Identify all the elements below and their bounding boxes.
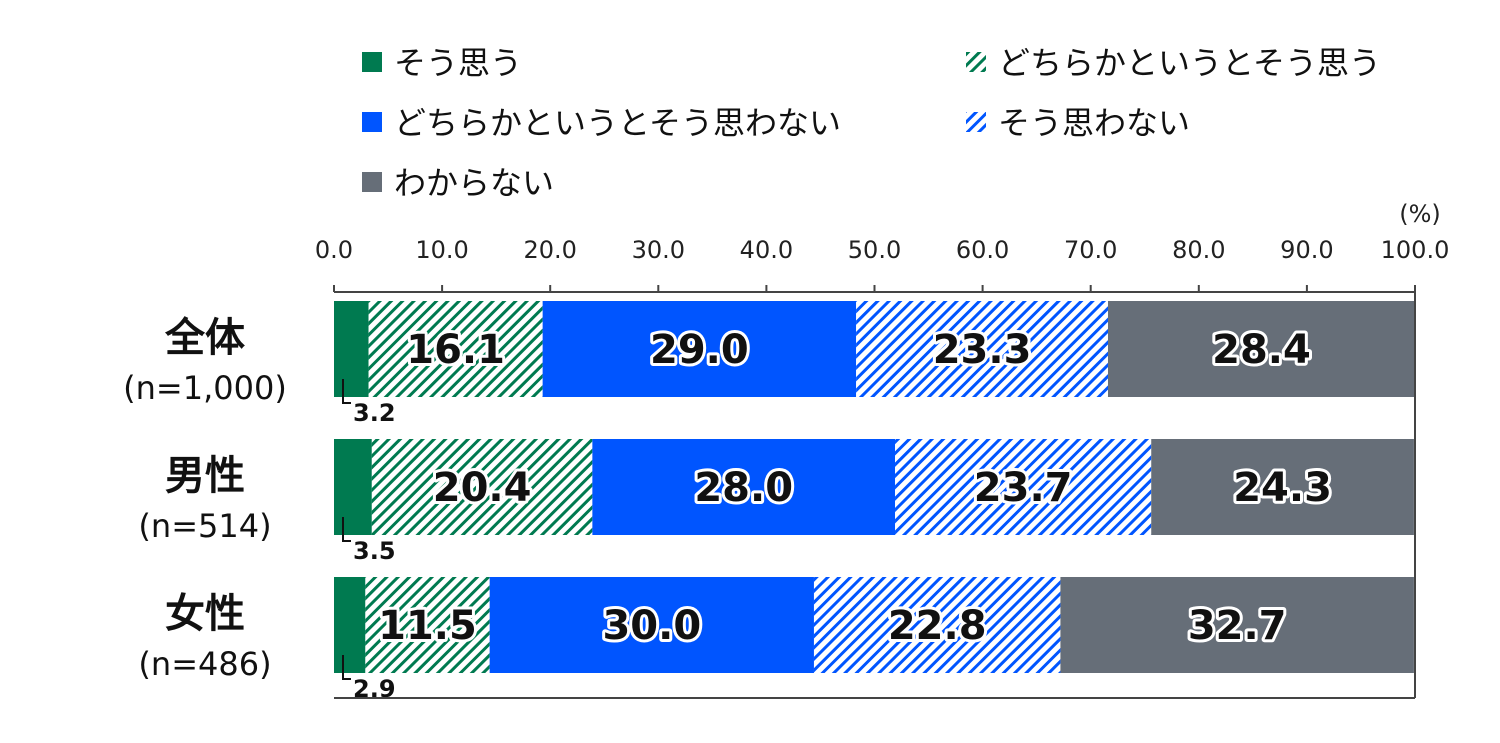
x-tick-label: 60.0 xyxy=(956,236,1009,264)
legend-label: わからない xyxy=(394,164,554,202)
bar-segment xyxy=(334,577,366,673)
data-label: 16.1 xyxy=(406,327,505,373)
x-tick-label: 100.0 xyxy=(1381,236,1450,264)
category-title: 女性 xyxy=(165,591,245,637)
bar-segment xyxy=(334,301,369,397)
category-title: 全体 xyxy=(164,315,245,361)
x-tick-label: 70.0 xyxy=(1064,236,1117,264)
small-value-leader xyxy=(342,655,351,680)
x-tick-label: 40.0 xyxy=(740,236,793,264)
data-label-small: 3.5 xyxy=(353,537,396,565)
category-sample-size: (n=1,000) xyxy=(123,369,287,407)
legend-label: そう思う xyxy=(394,44,522,82)
x-tick-label: 10.0 xyxy=(415,236,468,264)
data-label: 30.0 xyxy=(602,603,701,649)
data-label: 23.7 xyxy=(974,465,1073,511)
data-label: 24.3 xyxy=(1233,465,1332,511)
category-labels: 全体 (n=1,000) 男性 (n=514) 女性 (n=486) xyxy=(123,315,287,683)
data-label: 32.7 xyxy=(1188,603,1287,649)
data-label: 11.5 xyxy=(378,603,477,649)
legend-swatch xyxy=(362,52,382,72)
category-title: 男性 xyxy=(165,453,245,499)
bar-segment xyxy=(365,577,490,673)
x-tick-label: 90.0 xyxy=(1280,236,1333,264)
bar-segment xyxy=(542,301,857,397)
legend-swatch xyxy=(362,172,382,192)
bar-segment xyxy=(1107,301,1415,397)
data-label: 20.4 xyxy=(433,465,532,511)
legend-label: どちらかというとそう思わない xyxy=(394,104,841,142)
x-tick-label: 20.0 xyxy=(523,236,576,264)
unit-label: (%) xyxy=(1399,200,1441,228)
bar-segment xyxy=(368,301,543,397)
x-axis: 0.0 10.0 20.0 30.0 40.0 50.0 60.0 70.0 80.0 90.0 1… xyxy=(315,236,1449,292)
category-sample-size: (n=486) xyxy=(138,645,271,683)
data-label-small: 3.2 xyxy=(353,399,396,427)
legend-swatch xyxy=(966,112,986,132)
bar-segment xyxy=(592,439,896,535)
small-value-leader xyxy=(342,379,351,404)
x-tick-label: 80.0 xyxy=(1172,236,1225,264)
data-label: 29.0 xyxy=(650,327,749,373)
category-sample-size: (n=514) xyxy=(138,507,271,545)
bar-segment xyxy=(813,577,1061,673)
data-label: 28.0 xyxy=(694,465,793,511)
bar-segment xyxy=(334,439,372,535)
x-tick-label: 0.0 xyxy=(315,236,353,264)
small-value-leader xyxy=(342,517,351,542)
legend-swatch xyxy=(362,112,382,132)
data-label: 23.3 xyxy=(933,327,1032,373)
bar-segment xyxy=(489,577,814,673)
bar-segment xyxy=(1151,439,1414,535)
legend-label: どちらかというとそう思う xyxy=(998,44,1381,82)
bar-segment xyxy=(1060,577,1414,673)
x-tick-label: 50.0 xyxy=(848,236,901,264)
legend-swatch xyxy=(966,52,986,72)
data-label: 22.8 xyxy=(888,603,987,649)
data-label: 28.4 xyxy=(1212,327,1311,373)
bar-segment xyxy=(371,439,593,535)
bar-segment xyxy=(895,439,1152,535)
bar-segment xyxy=(856,301,1108,397)
x-tick-label: 30.0 xyxy=(632,236,685,264)
legend-label: そう思わない xyxy=(998,104,1190,142)
bars: 3.216.1 29.0 23.3 28.43.520.4 28.0 23.7 24.32.… xyxy=(334,301,1415,703)
